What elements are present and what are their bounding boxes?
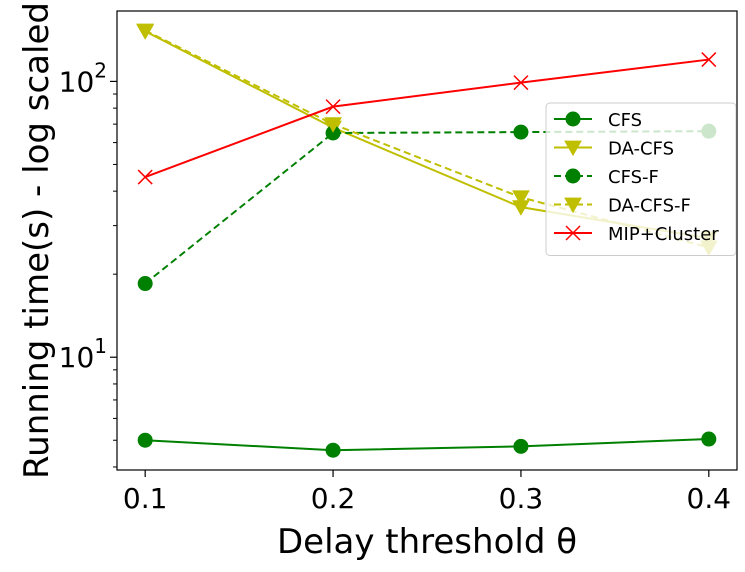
data-point-da-cfs-f bbox=[512, 190, 530, 206]
data-point-mip-cluster-stroke-b bbox=[701, 52, 717, 68]
legend-marker-da-cfs bbox=[564, 140, 582, 157]
data-point-cfs-f bbox=[513, 124, 529, 140]
data-point-da-cfs-f bbox=[136, 23, 155, 40]
data-point-mip-cluster-stroke-b bbox=[513, 75, 529, 91]
legend-box bbox=[545, 102, 737, 256]
axis-ticks: 0.1 0.2 0.3 0.4 101 102 bbox=[59, 58, 731, 515]
legend-marker-cfs bbox=[565, 111, 581, 127]
x-tick-label: 0.2 bbox=[311, 482, 356, 515]
data-point-mip-cluster-stroke-b bbox=[137, 169, 153, 185]
series-line-cfs bbox=[145, 438, 709, 452]
y-tick-label: 101 bbox=[59, 334, 107, 374]
y-tick-label: 102 bbox=[59, 58, 107, 98]
legend-marker-mip-cluster bbox=[565, 225, 581, 241]
y-axis-label: Running time(s) - log scaled bbox=[17, 2, 57, 479]
data-point-da-cfs-f bbox=[324, 117, 342, 133]
data-point-mip-cluster bbox=[513, 75, 529, 91]
data-point-mip-cluster-stroke-b bbox=[325, 99, 341, 115]
data-point-cfs bbox=[137, 432, 153, 448]
x-tick-label: 0.1 bbox=[123, 482, 168, 515]
data-point-mip-cluster bbox=[325, 99, 341, 115]
x-tick-label: 0.3 bbox=[499, 482, 544, 515]
data-point-mip-cluster bbox=[137, 169, 153, 185]
data-point-cfs bbox=[513, 438, 529, 454]
legend-marker-mip-cluster-stroke-b bbox=[565, 225, 581, 241]
legend-marker-cfs-f bbox=[565, 168, 581, 184]
legend-label-cfs-f: CFS-F bbox=[608, 167, 659, 188]
data-point-cfs bbox=[701, 431, 717, 447]
legend-marker-da-cfs-f bbox=[564, 197, 582, 214]
plot-frame bbox=[116, 10, 738, 471]
legend-label-da-cfs: DA-CFS bbox=[608, 139, 674, 160]
legend-label-mip-cluster: MIP+Cluster bbox=[608, 224, 719, 245]
series-line-mip-cluster bbox=[144, 58, 709, 178]
legend-label-da-cfs-f: DA-CFS-F bbox=[608, 196, 691, 217]
x-tick-label: 0.4 bbox=[687, 482, 732, 515]
x-axis-label: Delay threshold θ bbox=[277, 522, 577, 562]
data-point-mip-cluster bbox=[701, 52, 717, 68]
data-point-cfs bbox=[325, 442, 341, 458]
legend-label-cfs: CFS bbox=[608, 110, 642, 131]
legend: CFS DA-CFS CFS-F DA-CFS-F MIP+Cluster bbox=[545, 102, 737, 256]
data-point-cfs-f bbox=[137, 276, 153, 292]
